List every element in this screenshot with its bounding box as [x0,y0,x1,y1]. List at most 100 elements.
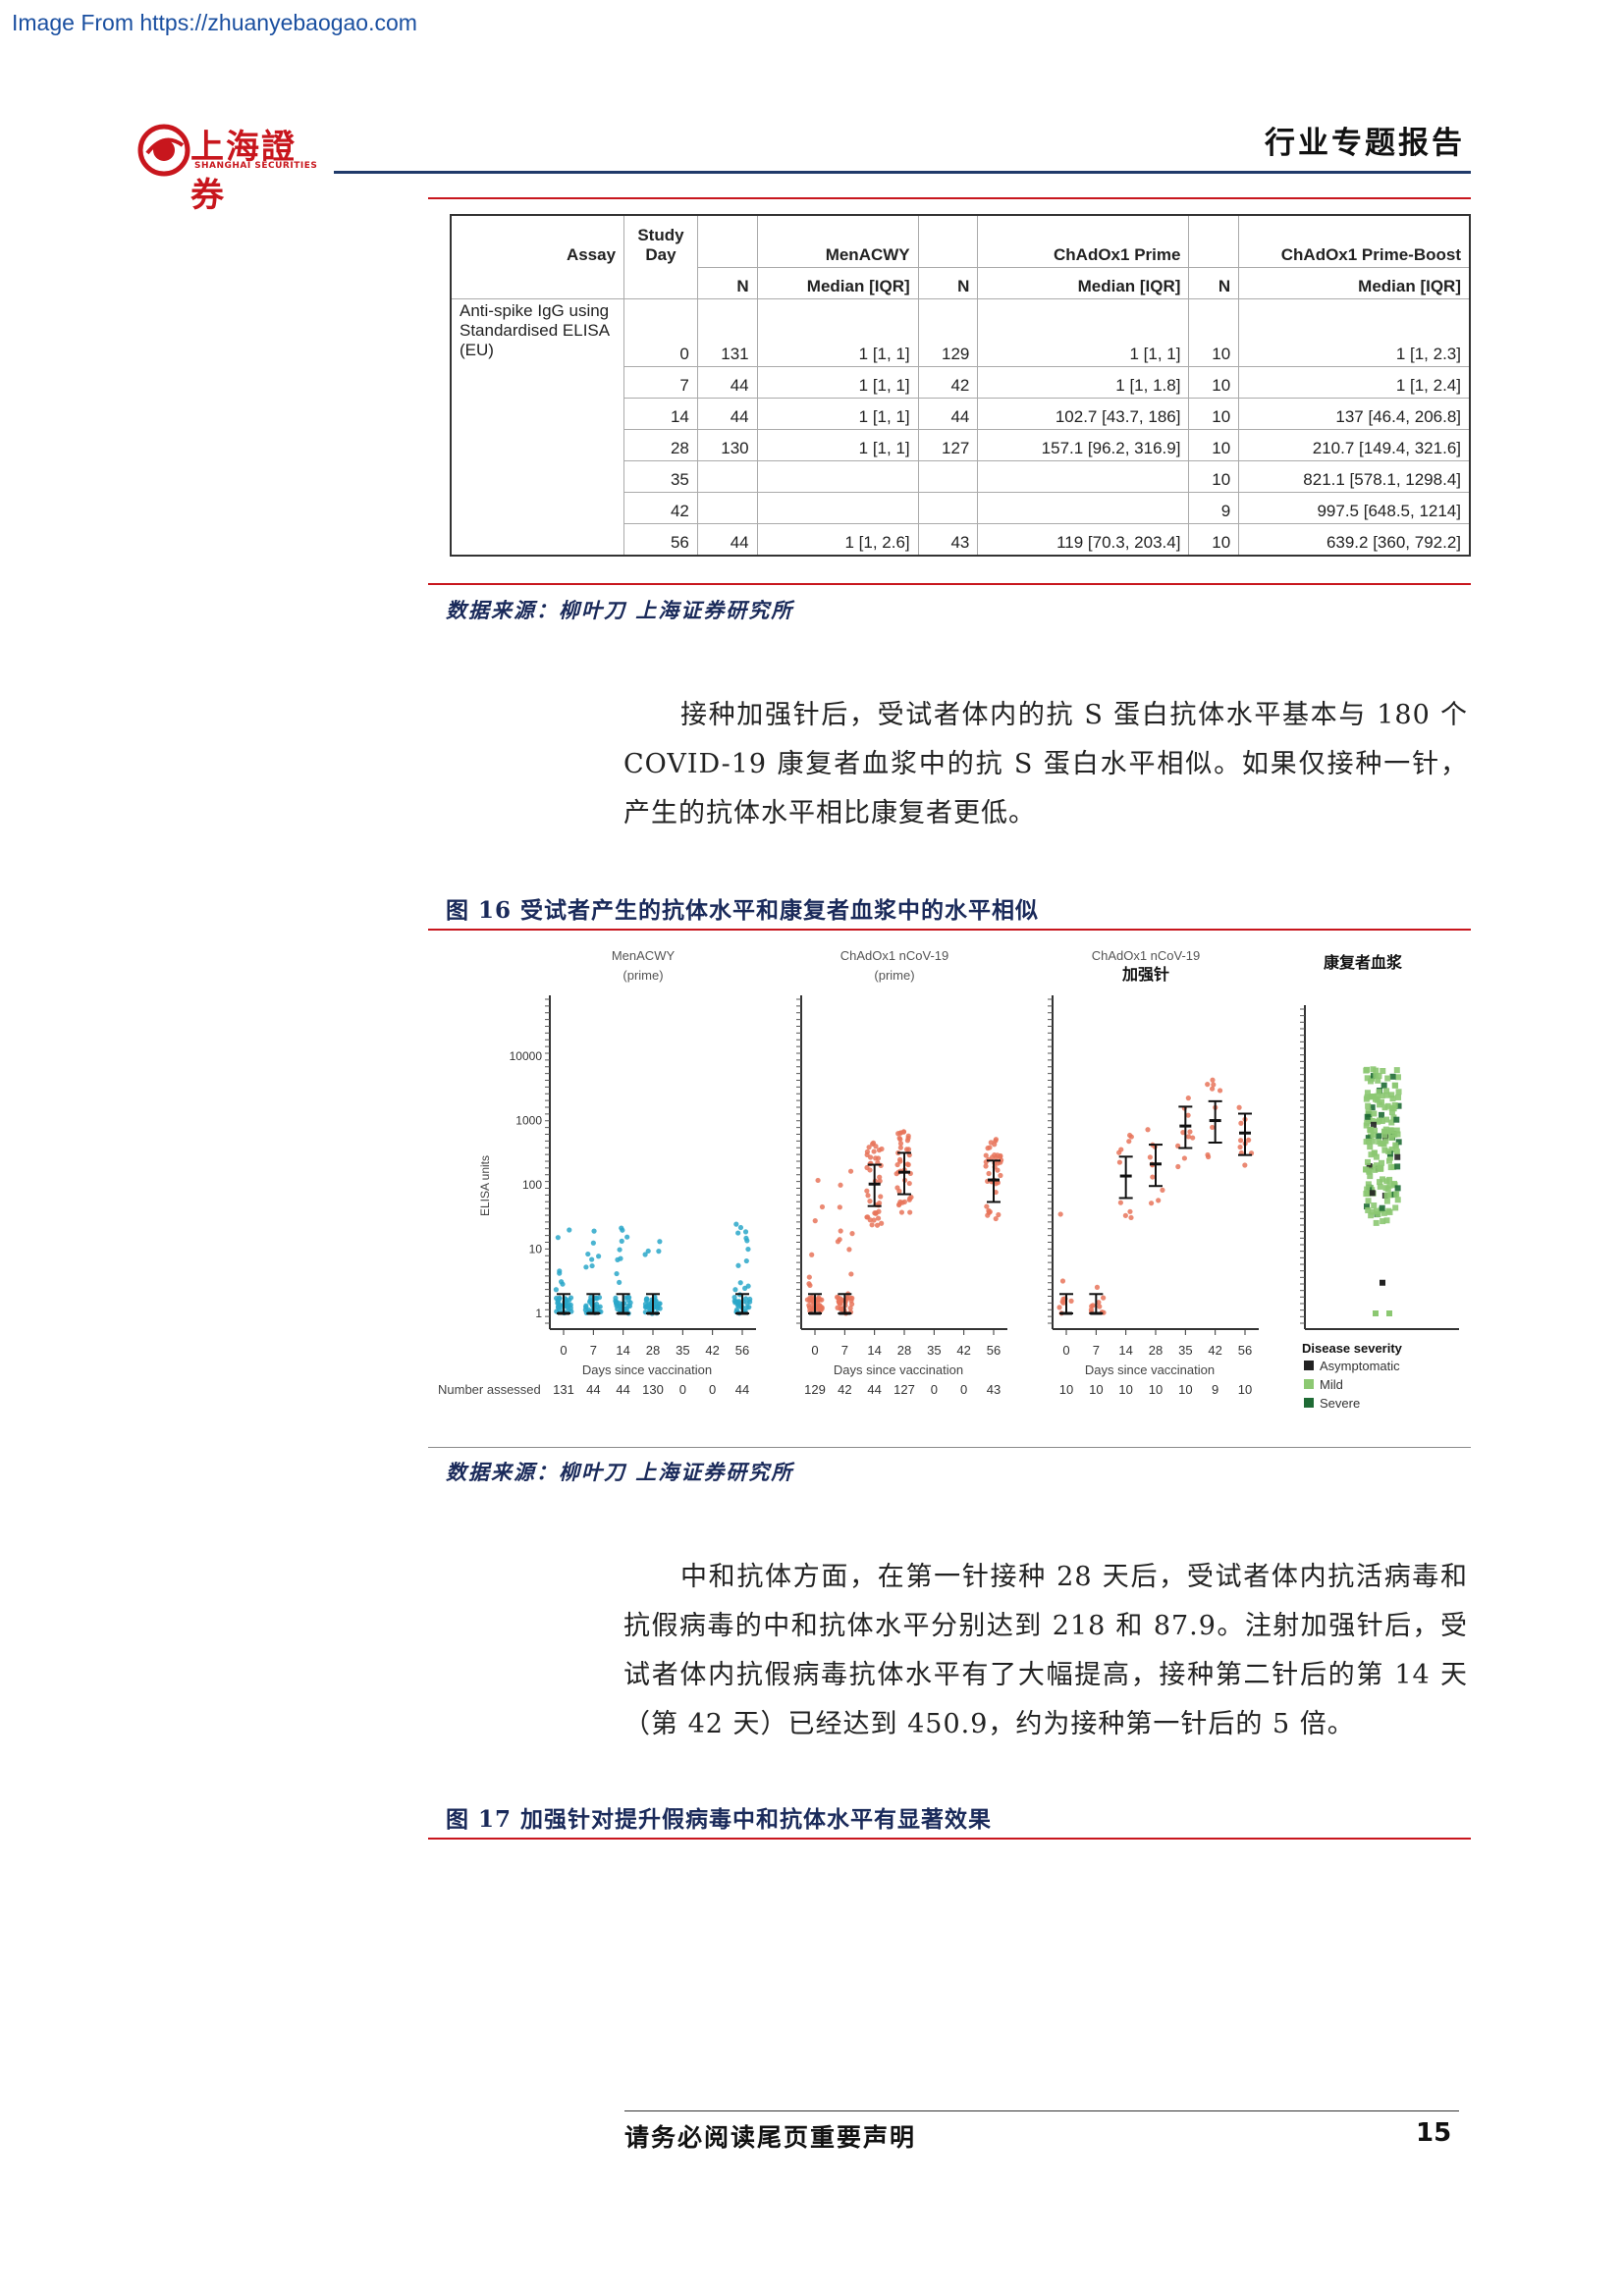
data-point [816,1295,822,1301]
x-tick-label: 0 [811,1343,818,1358]
data-point [844,1295,850,1301]
data-point [847,1306,853,1311]
company-logo: 上海證券 SHANGHAI SECURITIES [137,120,324,215]
number-assessed-value: 42 [838,1382,851,1397]
data-point [1237,1144,1243,1150]
cell-n2: 129 [917,298,979,367]
convalescent-point [1368,1212,1375,1219]
convalescent-point [1393,1067,1400,1074]
convalescent-point [1385,1157,1392,1164]
legend-label: Severe [1320,1396,1360,1411]
data-point [555,1235,561,1241]
number-assessed-value: 10 [1178,1382,1192,1397]
convalescent-point [1395,1102,1402,1109]
data-point [1056,1305,1062,1310]
data-point [1059,1278,1066,1284]
legend-swatch [1304,1361,1314,1370]
number-assessed-value: 0 [709,1382,716,1397]
x-tick-label: 35 [927,1343,941,1358]
convalescent-point [1392,1204,1399,1211]
data-point [626,1295,632,1301]
cell-m3: 821.1 [578.1, 1298.4] [1238,459,1471,493]
y-tick-label: 10000 [510,1049,543,1063]
data-point [871,1217,877,1223]
col-median-header: Median [IQR] [756,266,919,299]
cell-m2: 119 [70.3, 203.4] [977,522,1190,557]
col-n-header: N [917,266,979,299]
data-point [567,1227,572,1233]
convalescent-point [1391,1101,1398,1108]
convalescent-point [1367,1078,1374,1085]
data-point [1127,1208,1133,1214]
number-assessed-value: 0 [931,1382,938,1397]
data-point [986,1170,992,1177]
convalescent-point [1379,1159,1385,1166]
table-row: 35 10 821.1 [578.1, 1298.4] [450,459,1471,493]
convalescent-point [1368,1126,1375,1133]
data-point [898,1209,905,1215]
convalescent-point [1393,1191,1400,1198]
convalescent-point [1369,1117,1376,1124]
data-point [905,1161,911,1168]
col-menacwy-header: MenACWY [756,214,919,267]
data-point [1242,1162,1248,1168]
convalescent-point [1364,1075,1371,1082]
data-point [896,1156,903,1162]
cell-m2: 1 [1, 1.8] [977,365,1190,399]
data-point [614,1270,620,1277]
panel-subtitle: (prime) [623,968,663,983]
data-point [590,1240,596,1246]
convalescent-point [1369,1190,1376,1197]
data-point [1209,1086,1216,1092]
convalescent-point [1369,1104,1376,1111]
cell-n1: 131 [696,298,758,367]
y-tick-label: 1 [535,1307,542,1320]
cell-n1 [696,491,758,524]
data-point [1236,1104,1242,1110]
data-point [1187,1129,1193,1135]
convalescent-point [1372,1166,1379,1173]
cell-m3: 210.7 [149.4, 321.6] [1238,428,1471,461]
convalescent-point [1382,1185,1389,1192]
panel-title: ChAdOx1 nCoV-19 [840,948,949,963]
convalescent-point [1380,1176,1386,1183]
data-point [1205,1082,1211,1088]
col-n-header: N [1188,266,1240,299]
convalescent-point [1388,1092,1395,1098]
cell-m1 [756,459,919,493]
cell-n3: 10 [1188,522,1240,557]
convalescent-point [1380,1279,1385,1286]
cell-n2: 44 [917,397,979,430]
data-point [865,1214,871,1220]
data-point [1057,1211,1063,1217]
cell-m2 [977,459,1190,493]
data-point [901,1199,907,1205]
data-point [806,1281,812,1287]
figure-16-top-rule [428,929,1471,931]
convalescent-point [1381,1104,1388,1111]
y-tick-label: 1000 [515,1114,542,1128]
data-point [560,1281,566,1287]
data-point [838,1182,843,1188]
data-point [557,1268,563,1274]
data-point [869,1222,875,1228]
convalescent-point [1368,1151,1375,1158]
cell-n2: 43 [917,522,979,557]
body-paragraph-1: 接种加强针后，受试者体内的抗 S 蛋白抗体水平基本与 180 个 COVID-1… [623,700,1468,828]
data-point [846,1247,852,1253]
convalescent-point [1393,1148,1400,1155]
data-point [591,1228,597,1234]
cell-m3: 1 [1, 2.3] [1238,298,1471,367]
data-point [742,1285,748,1292]
cell-n2: 42 [917,365,979,399]
convalescent-point [1366,1138,1373,1145]
data-point [732,1287,738,1293]
x-tick-label: 56 [1238,1343,1252,1358]
convalescent-point [1380,1068,1386,1075]
data-point [1147,1154,1153,1160]
x-tick-label: 7 [1093,1343,1100,1358]
cell-day: 56 [623,522,698,557]
convalescent-point [1377,1183,1383,1190]
convalescent-point [1384,1075,1391,1082]
convalescent-point [1365,1181,1372,1188]
